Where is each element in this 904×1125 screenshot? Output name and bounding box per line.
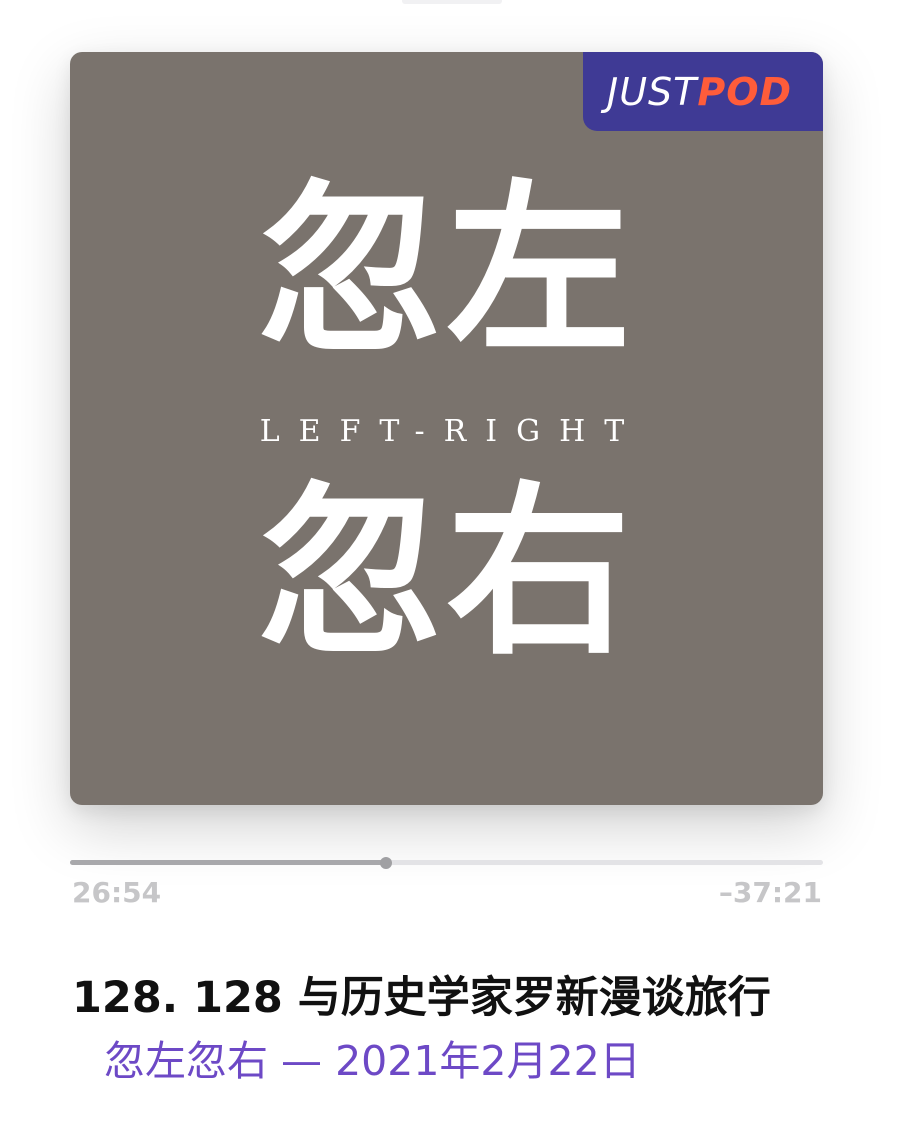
remaining-time: –37:21 xyxy=(718,876,822,909)
sheet-grabber[interactable] xyxy=(402,0,502,4)
artwork-title-bottom: 忽右 xyxy=(258,464,635,680)
scrubber-progress xyxy=(70,860,386,865)
elapsed-time: 26:54 xyxy=(72,876,162,909)
logo-text-pod: POD xyxy=(697,70,793,114)
playback-scrubber[interactable] xyxy=(70,857,823,869)
episode-title[interactable]: 128. 128 与历史学家罗新漫谈旅行 xyxy=(72,973,771,1023)
justpod-logo: JUSTPOD xyxy=(583,52,823,131)
episode-subtitle[interactable]: 忽左忽右 — 2021年2月22日 xyxy=(104,1037,641,1085)
scrubber-handle[interactable] xyxy=(379,857,392,869)
artwork-title-top: 忽左 xyxy=(258,162,635,378)
podcast-artwork: JUSTPOD 忽左 LEFT-RIGHT 忽右 xyxy=(70,52,823,805)
scrubber-track[interactable] xyxy=(70,860,823,865)
artwork-title-latin: LEFT-RIGHT xyxy=(259,414,644,449)
logo-text-just: JUST xyxy=(607,70,698,114)
